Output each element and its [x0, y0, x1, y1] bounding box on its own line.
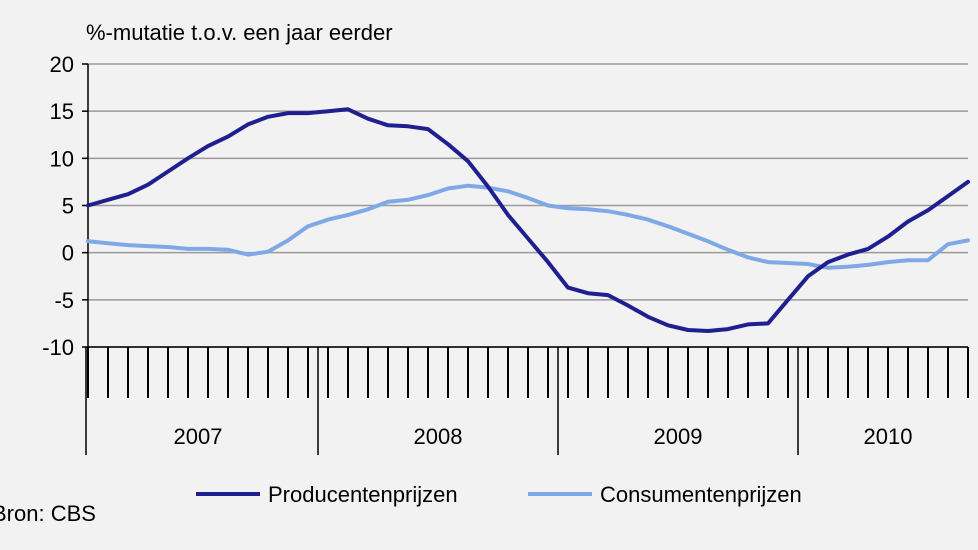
y-tick-label: 10 [50, 146, 74, 171]
y-axis-title: %-mutatie t.o.v. een jaar eerder [86, 20, 393, 45]
legend-label: Consumentenprijzen [600, 482, 802, 507]
x-axis: 2007 2008 2009 2010 [85, 346, 969, 455]
y-tick-label: 15 [50, 99, 74, 124]
gridlines [88, 63, 968, 348]
x-year-label: 2007 [174, 424, 223, 449]
source-note: Bron: CBS [0, 501, 96, 526]
series-line-consumentenprijzen [86, 183, 970, 270]
y-axis-ticks: -10 -5 0 5 10 15 20 [42, 52, 89, 360]
series-line-producentenprijzen [86, 107, 970, 333]
series-lines [86, 107, 970, 333]
x-year-label: 2008 [414, 424, 463, 449]
legend: Producentenprijzen Consumentenprijzen [196, 482, 802, 507]
x-year-label: 2010 [864, 424, 913, 449]
y-tick-label: 5 [62, 194, 74, 219]
y-tick-label: 20 [50, 52, 74, 77]
x-year-label: 2009 [654, 424, 703, 449]
y-tick-label: -5 [54, 288, 74, 313]
legend-label: Producentenprijzen [268, 482, 458, 507]
y-tick-label: -10 [42, 335, 74, 360]
y-tick-label: 0 [62, 241, 74, 266]
